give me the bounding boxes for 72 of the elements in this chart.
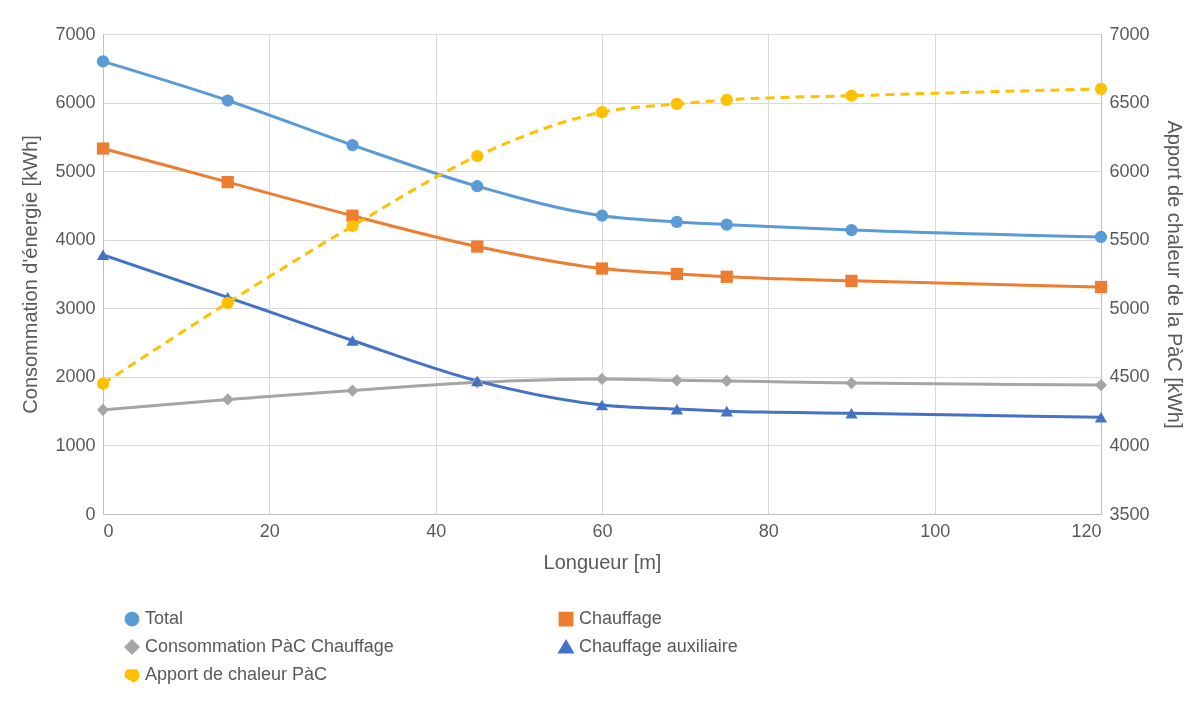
point bbox=[595, 106, 609, 119]
x-tick-label: 40 bbox=[426, 520, 447, 541]
point bbox=[221, 175, 234, 189]
point bbox=[670, 267, 683, 281]
point bbox=[1094, 280, 1108, 294]
y2-axis-title: Apport de chaleur de la PàC [kWh] bbox=[1163, 120, 1186, 429]
y-tick-label: 5000 bbox=[55, 160, 96, 181]
point bbox=[1094, 230, 1108, 244]
legend-label: Apport de chaleur PàC bbox=[145, 664, 328, 684]
point bbox=[96, 55, 110, 68]
x-tick-label: 100 bbox=[920, 520, 951, 541]
point bbox=[845, 407, 858, 419]
point bbox=[720, 93, 733, 106]
point bbox=[471, 240, 484, 253]
point bbox=[346, 138, 359, 152]
y2-tick-label: 4500 bbox=[1109, 366, 1150, 387]
point bbox=[720, 405, 733, 417]
y-tick-label: 1000 bbox=[55, 434, 96, 455]
y-tick-label: 0 bbox=[85, 503, 96, 524]
legend-label: Chauffage bbox=[579, 608, 662, 629]
legend-label: Consommation PàC Chauffage bbox=[145, 636, 394, 656]
y-axis-title: Consommation d'énergie [kWh] bbox=[19, 135, 42, 414]
legend-label: Total bbox=[145, 608, 184, 629]
point bbox=[670, 215, 683, 228]
point bbox=[221, 94, 234, 107]
point bbox=[670, 403, 683, 415]
point bbox=[595, 372, 609, 386]
point bbox=[96, 403, 110, 416]
y-tick-label: 2000 bbox=[55, 366, 96, 387]
y-tick-label: 3000 bbox=[55, 297, 96, 318]
x-axis-title: Longueur [m] bbox=[543, 550, 662, 573]
point bbox=[221, 296, 234, 309]
y-tick-label: 7000 bbox=[55, 23, 96, 44]
y2-tick-label: 5500 bbox=[1109, 229, 1150, 250]
point bbox=[96, 377, 110, 390]
point bbox=[346, 384, 359, 397]
point bbox=[1094, 412, 1108, 423]
y-tick-label: 6000 bbox=[55, 92, 96, 113]
x-tick-label: 120 bbox=[1071, 520, 1102, 541]
point bbox=[845, 224, 858, 237]
point bbox=[1094, 82, 1108, 95]
point bbox=[221, 393, 234, 406]
point bbox=[845, 274, 858, 287]
point bbox=[471, 149, 484, 163]
x-tick-label: 0 bbox=[103, 520, 114, 541]
point bbox=[96, 142, 110, 155]
point bbox=[471, 180, 484, 193]
point bbox=[96, 249, 110, 261]
x-tick-label: 60 bbox=[592, 520, 613, 541]
legend-label: Chauffage auxiliaire bbox=[579, 636, 738, 656]
y2-tick-label: 5000 bbox=[1109, 297, 1150, 318]
point bbox=[720, 270, 733, 283]
point bbox=[1094, 378, 1108, 392]
point bbox=[845, 89, 858, 102]
point bbox=[346, 209, 359, 222]
point bbox=[845, 376, 858, 390]
y2-tick-label: 6000 bbox=[1109, 160, 1150, 181]
point bbox=[595, 262, 609, 275]
point bbox=[720, 374, 733, 388]
y-tick-label: 4000 bbox=[55, 229, 96, 250]
y2-tick-label: 3500 bbox=[1109, 503, 1150, 524]
y2-tick-label: 4000 bbox=[1109, 434, 1150, 455]
x-tick-label: 20 bbox=[259, 520, 280, 541]
y2-tick-label: 6500 bbox=[1109, 92, 1150, 113]
point bbox=[720, 218, 733, 231]
point bbox=[670, 97, 683, 111]
x-tick-label: 80 bbox=[758, 520, 779, 541]
point bbox=[346, 219, 359, 233]
y2-tick-label: 7000 bbox=[1109, 23, 1150, 44]
point bbox=[346, 335, 359, 346]
point bbox=[595, 209, 609, 222]
point bbox=[595, 399, 609, 411]
